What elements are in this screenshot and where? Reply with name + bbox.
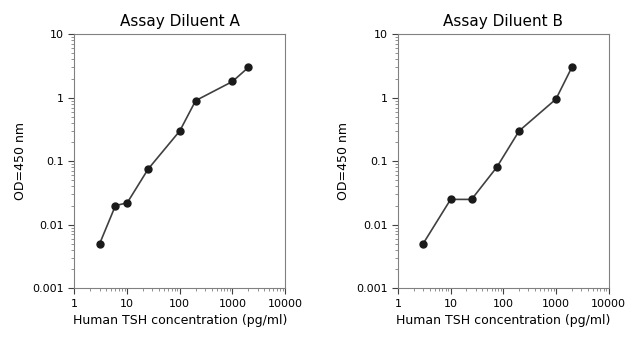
Title: Assay Diluent A: Assay Diluent A [120, 14, 240, 29]
X-axis label: Human TSH concentration (pg/ml): Human TSH concentration (pg/ml) [396, 314, 611, 327]
Title: Assay Diluent B: Assay Diluent B [444, 14, 563, 29]
Y-axis label: OD=450 nm: OD=450 nm [337, 122, 350, 200]
X-axis label: Human TSH concentration (pg/ml): Human TSH concentration (pg/ml) [72, 314, 287, 327]
Y-axis label: OD=450 nm: OD=450 nm [14, 122, 27, 200]
